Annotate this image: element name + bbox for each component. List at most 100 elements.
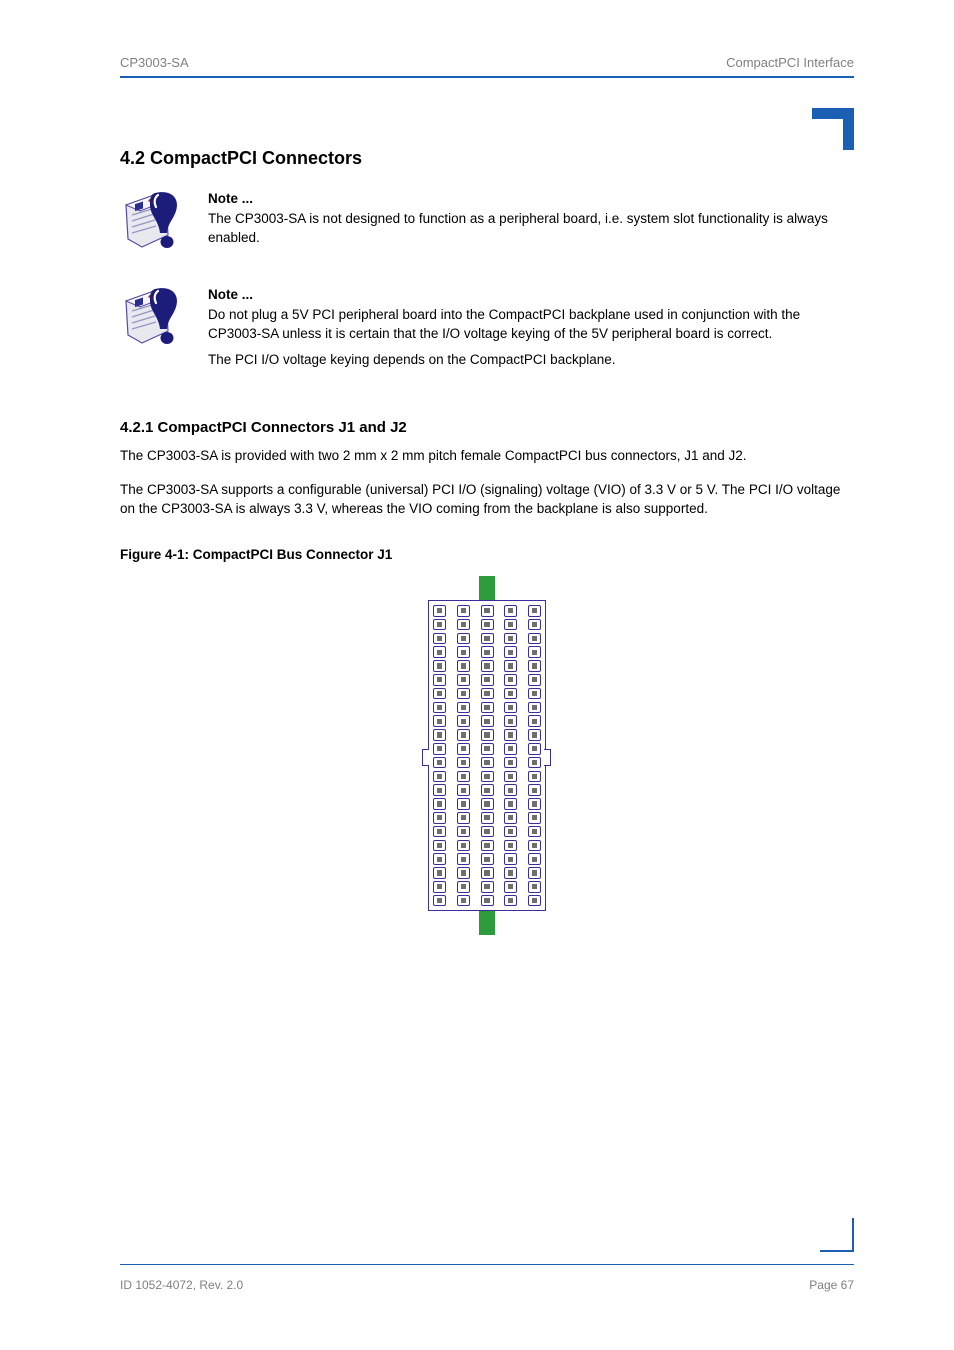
pin [528,812,541,824]
pin [433,826,446,838]
note-text-2: Note ... Do not plug a 5V PCI peripheral… [208,283,854,369]
note-icon [120,283,188,351]
pin [504,798,517,810]
pin [457,605,470,617]
connector-body [428,600,546,912]
pin [457,867,470,879]
pin [504,840,517,852]
connector-tab-bottom [479,911,495,935]
pin [528,784,541,796]
pin [481,729,494,741]
pin-row [433,811,541,825]
pin [457,853,470,865]
pin-row [433,783,541,797]
pin [504,633,517,645]
pin [528,660,541,672]
pin [504,812,517,824]
pin [481,826,494,838]
pin [457,674,470,686]
pin [481,702,494,714]
pin [504,715,517,727]
pin [457,784,470,796]
pin-row [433,701,541,715]
pin [504,853,517,865]
note-icon [120,187,188,255]
pin [433,881,446,893]
pin-row [433,894,541,908]
pin [433,840,446,852]
pin-row [433,604,541,618]
pin-row [433,825,541,839]
pin [481,853,494,865]
pin [504,605,517,617]
footer-corner-decoration [820,1218,854,1252]
pin [528,619,541,631]
note-block-2: Note ... Do not plug a 5V PCI peripheral… [120,283,854,369]
pin-row [433,645,541,659]
pin [481,771,494,783]
pin [481,881,494,893]
pin [433,688,446,700]
pin [528,840,541,852]
pin [504,867,517,879]
pin [528,674,541,686]
pin [528,743,541,755]
pin [504,743,517,755]
connector-tab-top [479,576,495,600]
pin [433,702,446,714]
pin [433,743,446,755]
pin [433,771,446,783]
pin [457,688,470,700]
figure-connector [120,576,854,936]
pin [457,633,470,645]
pin [528,798,541,810]
pin [528,715,541,727]
pin [433,867,446,879]
pin [457,812,470,824]
pin [457,729,470,741]
header-rule [120,76,854,78]
pin-row [433,673,541,687]
pin [528,688,541,700]
note-body-1: The CP3003-SA is not designed to functio… [208,209,854,248]
paragraph-1: The CP3003-SA is provided with two 2 mm … [120,446,854,466]
pin [433,729,446,741]
pin-row [433,618,541,632]
pin-row [433,838,541,852]
pin [504,729,517,741]
pin [504,660,517,672]
pin [481,784,494,796]
pin [481,743,494,755]
pin [528,895,541,907]
section-heading: 4.2 CompactPCI Connectors [120,148,854,169]
pin [504,771,517,783]
pin [457,619,470,631]
pin [481,715,494,727]
header-left: CP3003-SA [120,55,189,70]
pin [504,784,517,796]
pin [433,812,446,824]
pin [504,757,517,769]
pin-row [433,742,541,756]
pin-row [433,728,541,742]
pin-row [433,687,541,701]
pin [457,840,470,852]
pin [481,646,494,658]
pin [528,633,541,645]
pin [504,674,517,686]
pin-row [433,880,541,894]
pin [504,826,517,838]
pin [528,605,541,617]
pin [481,798,494,810]
pin [528,646,541,658]
note-label-1: Note ... [208,191,253,206]
pin [481,633,494,645]
pin [528,881,541,893]
footer-rule [120,1264,854,1266]
paragraph-2: The CP3003-SA supports a configurable (u… [120,480,854,519]
pin [528,771,541,783]
pin [481,840,494,852]
pin [528,867,541,879]
figure-caption: Figure 4-1: CompactPCI Bus Connector J1 [120,547,854,562]
corner-decoration [812,108,854,150]
